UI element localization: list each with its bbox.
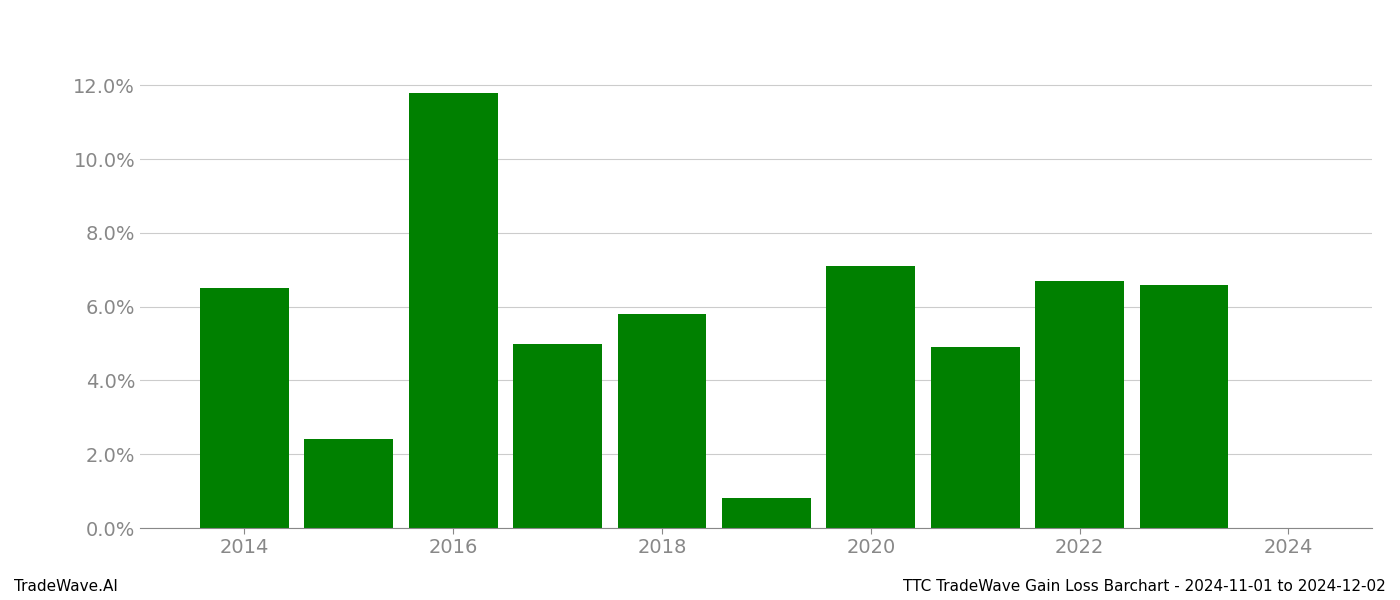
Text: TTC TradeWave Gain Loss Barchart - 2024-11-01 to 2024-12-02: TTC TradeWave Gain Loss Barchart - 2024-… — [903, 579, 1386, 594]
Bar — [200, 288, 288, 528]
Bar — [304, 439, 393, 528]
Bar — [1035, 281, 1124, 528]
Bar — [931, 347, 1019, 528]
Bar — [514, 344, 602, 528]
Text: TradeWave.AI: TradeWave.AI — [14, 579, 118, 594]
Bar — [409, 93, 497, 528]
Bar — [617, 314, 707, 528]
Bar — [1140, 284, 1228, 528]
Bar — [722, 499, 811, 528]
Bar — [826, 266, 916, 528]
